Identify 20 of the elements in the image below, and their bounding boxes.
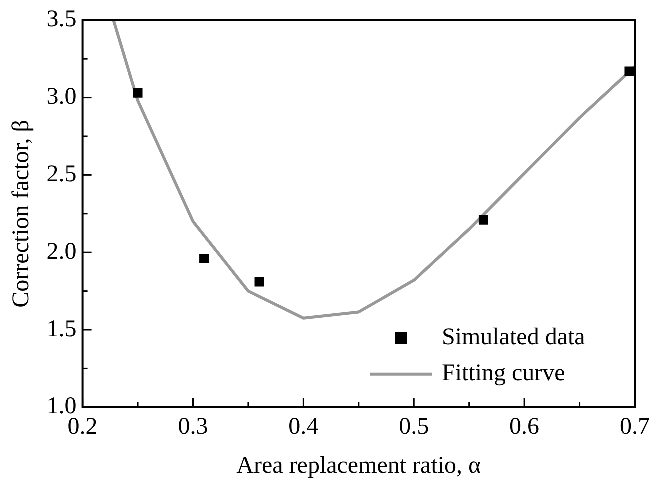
- x-tick-label: 0.7: [620, 414, 650, 440]
- point: [624, 66, 634, 76]
- x-tick-label: 0.2: [68, 414, 98, 440]
- legend-label: Simulated data: [442, 324, 586, 351]
- legend-label: Fitting curve: [442, 360, 566, 387]
- x-axis-title: Area replacement ratio, α: [236, 452, 482, 479]
- y-tick-label: 1.5: [46, 316, 77, 342]
- y-axis-title: Correction factor, β: [8, 120, 35, 308]
- y-tick-label: 2.0: [46, 238, 77, 265]
- y-tick-label: 2.5: [46, 161, 77, 188]
- x-tick-label: 0.5: [399, 414, 430, 440]
- x-tick-label: 0.6: [510, 414, 540, 440]
- point: [478, 215, 488, 225]
- x-tick-label: 0.3: [178, 414, 208, 440]
- y-tick-label: 3.5: [46, 6, 77, 33]
- x-tick-label: 0.4: [288, 414, 319, 440]
- point: [133, 88, 143, 98]
- point: [200, 254, 210, 264]
- point: [254, 277, 264, 287]
- y-tick-label: 3.0: [46, 84, 77, 110]
